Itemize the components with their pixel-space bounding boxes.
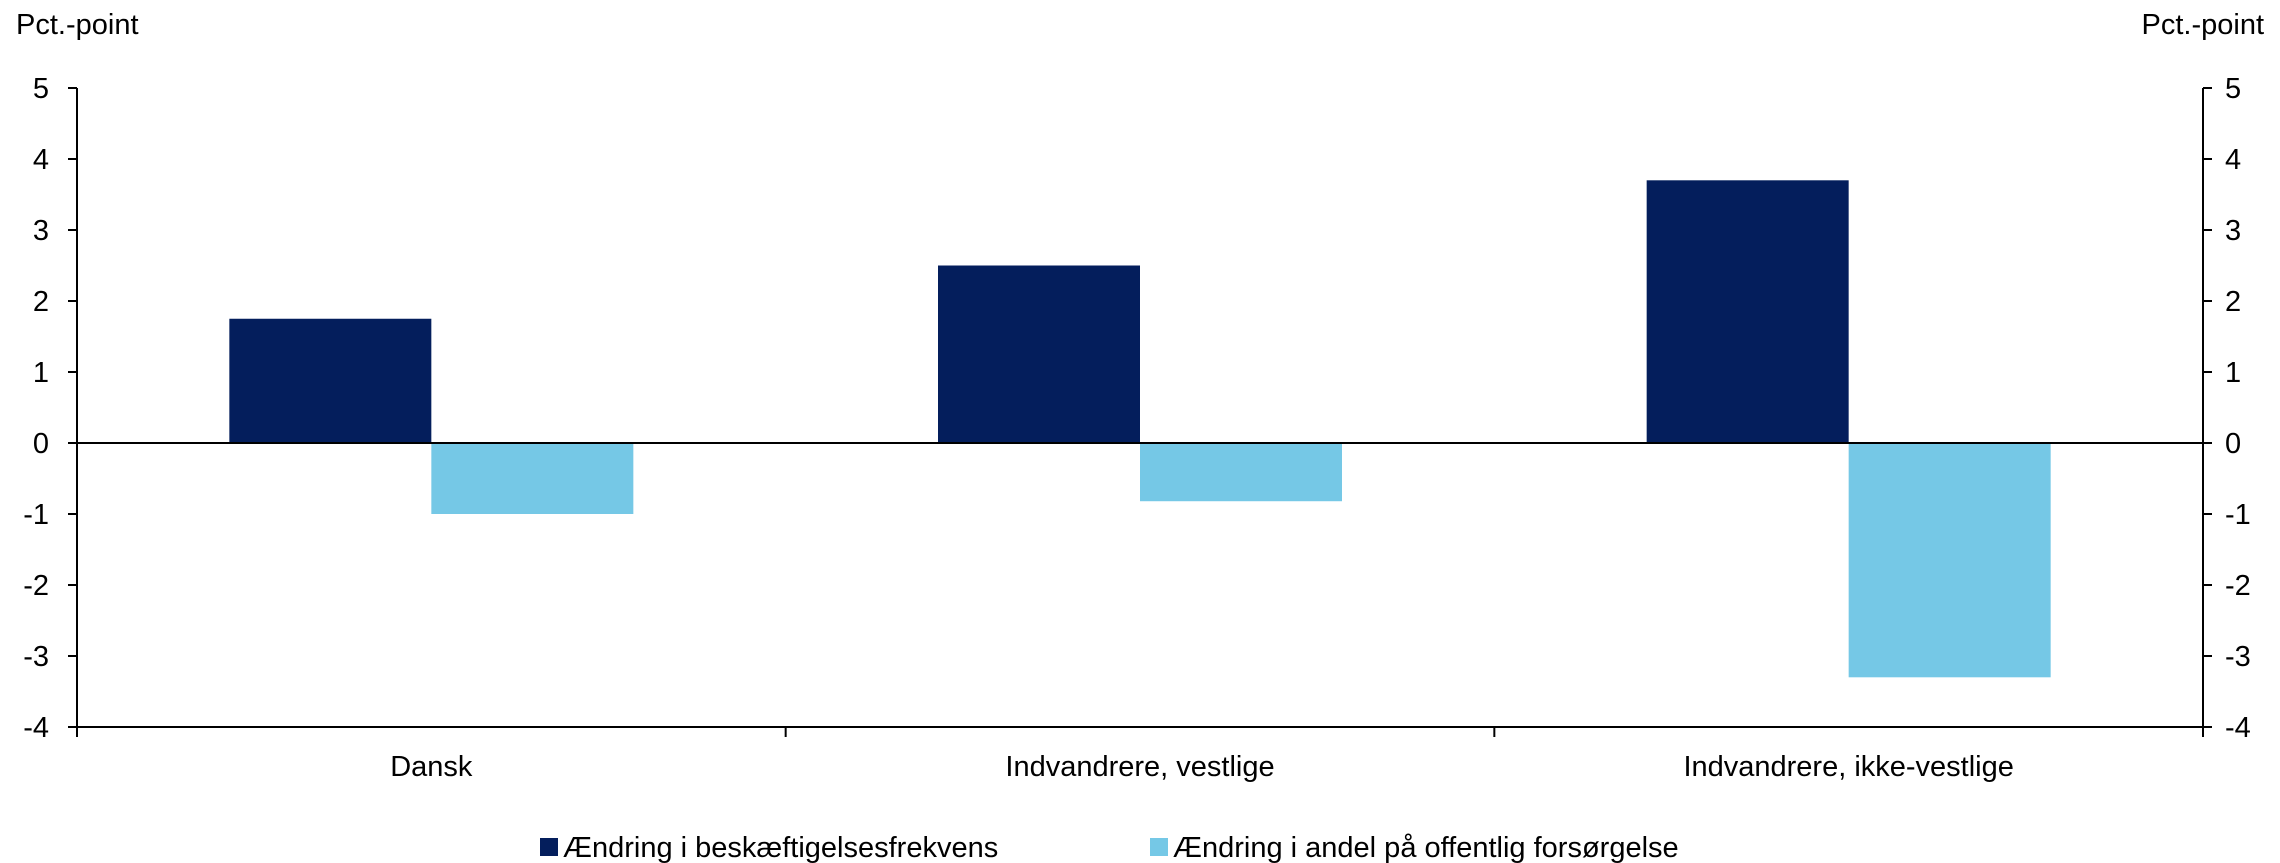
bar-public-support-share-1: [1140, 443, 1342, 502]
y-tick-label-right: 1: [2225, 357, 2241, 389]
bar-employment-rate-0: [229, 318, 432, 443]
y-tick-label-right: 5: [2225, 73, 2241, 105]
y-tick-label-left: -2: [23, 570, 49, 602]
y-axis-label-right: Pct.-point: [2142, 9, 2265, 41]
y-tick-label-right: -3: [2225, 641, 2251, 673]
legend: Ændring i beskæftigelsesfrekvens Ændring …: [540, 832, 1679, 863]
legend-swatch: [540, 838, 558, 856]
category-labels: Dansk Indvandrere, vestlige Indvandrere, i…: [390, 751, 2014, 783]
legend-swatch: [1150, 838, 1168, 856]
y-tick-label-right: 4: [2225, 144, 2241, 176]
category-label: Indvandrere, vestlige: [1005, 751, 1274, 783]
y-tick-label-right: 3: [2225, 215, 2241, 247]
y-tick-label-left: 4: [33, 144, 49, 176]
y-tick-label-left: 0: [33, 428, 49, 460]
y-tick-label-right: -1: [2225, 499, 2251, 531]
legend-label: Ændring i andel på offentlig forsørgelse: [1173, 832, 1679, 863]
bar-public-support-share-0: [431, 443, 634, 514]
y-tick-label-left: 1: [33, 357, 49, 389]
axes: 5 5 4 4 3 3 2 2 1 1 0 0 -1 -1 -2 -2 -3 -3 -4 -4: [23, 73, 2251, 744]
bar-employment-rate-1: [938, 265, 1140, 443]
bar-employment-rate-2: [1646, 180, 1849, 444]
y-tick-label-right: 2: [2225, 286, 2241, 318]
y-tick-label-left: 5: [33, 73, 49, 105]
category-label: Dansk: [390, 751, 473, 783]
y-tick-label-left: 3: [33, 215, 49, 247]
y-axis-label-left: Pct.-point: [16, 9, 139, 41]
bars: [229, 180, 2051, 678]
y-tick-label-right: 0: [2225, 428, 2241, 460]
bar-public-support-share-2: [1848, 443, 2051, 678]
y-tick-label-right: -2: [2225, 570, 2251, 602]
y-tick-label-left: -4: [23, 712, 49, 744]
legend-label: Ændring i beskæftigelsesfrekvens: [563, 832, 998, 863]
y-tick-label-left: -3: [23, 641, 49, 673]
y-tick-label-right: -4: [2225, 712, 2251, 744]
category-label: Indvandrere, ikke-vestlige: [1683, 751, 2013, 783]
y-tick-label-left: -1: [23, 499, 49, 531]
y-tick-label-left: 2: [33, 286, 49, 318]
